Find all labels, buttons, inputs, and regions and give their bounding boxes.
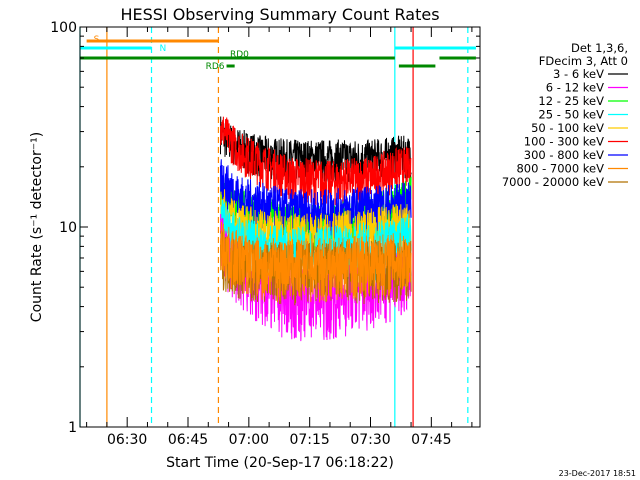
y-tick-label: 100 [50,20,77,36]
legend-label: 3 - 6 keV [553,67,604,81]
footer-date: 23-Dec-2017 18:51 [559,469,636,478]
chart-title: HESSI Observing Summary Count Rates [120,5,439,24]
legend-label: 12 - 25 keV [538,94,604,108]
x-axis: 06:30 06:45 07:00 07:15 07:30 07:45 [86,27,473,448]
y-tick-label: 10 [59,220,77,236]
series-trace-7 [220,221,412,303]
legend-label: 7000 - 20000 keV [502,175,604,189]
x-tick-label: 07:45 [411,432,451,448]
flag-label-0: S [94,35,100,45]
legend-label: 50 - 100 keV [531,121,604,135]
legend-header-2: FDecim 3, Att 0 [539,54,628,68]
flag-label-6: RD6 [206,62,225,72]
legend-label: 300 - 800 keV [524,148,604,162]
flag-label-1: N [160,44,167,54]
y-tick-label: 1 [68,420,77,436]
x-tick-label: 06:30 [107,432,147,448]
legend-label: 800 - 7000 keV [516,162,604,176]
x-tick-label: 07:00 [229,432,269,448]
x-tick-label: 07:30 [350,432,390,448]
y-axis: 1 10 100 [50,20,480,436]
y-axis-label: Count Rate (s⁻¹ detector⁻¹) [29,132,45,322]
flag-label-3: RD0 [230,50,249,60]
legend-label: 100 - 300 keV [524,135,604,149]
x-tick-label: 07:15 [289,432,329,448]
x-tick-label: 06:45 [168,432,208,448]
legend-label: 6 - 12 keV [546,81,604,95]
plot-area: S N RD0 RD6 [79,27,476,427]
x-axis-label: Start Time (20-Sep-17 06:18:22) [166,455,394,471]
legend-label: 25 - 50 keV [538,108,604,122]
series-trace-6 [220,159,412,242]
legend-header-1: Det 1,3,6, [571,41,628,55]
